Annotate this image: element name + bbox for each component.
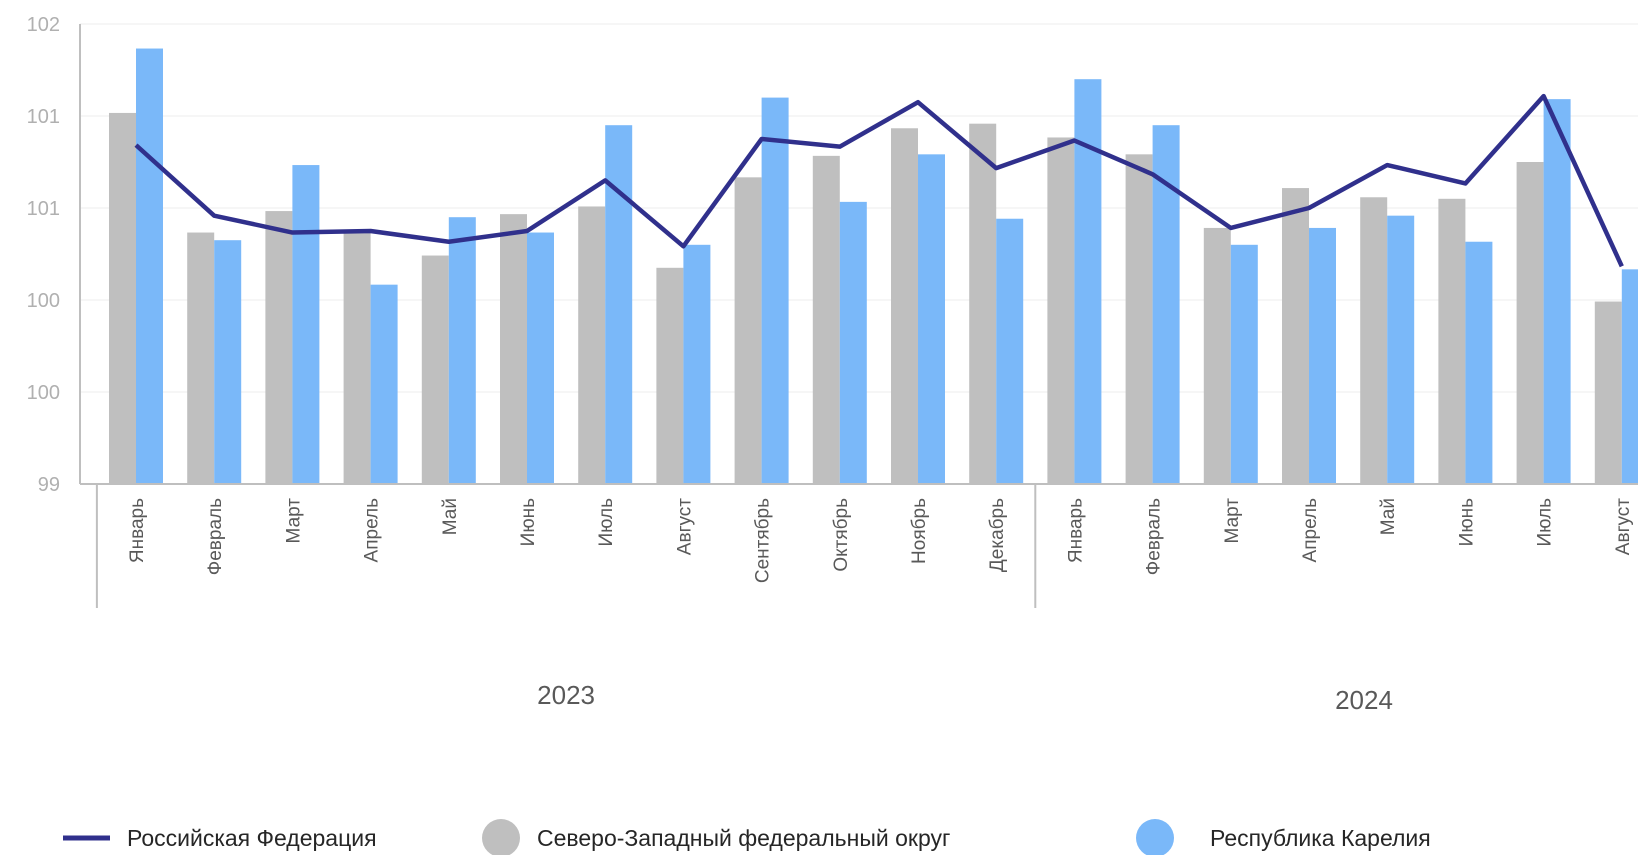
bar-nwfd — [1516, 162, 1544, 484]
legend-marker-circle — [1136, 819, 1174, 855]
bar-nwfd — [1594, 301, 1622, 484]
y-tick-label: 102 — [27, 14, 60, 36]
bar-karelia — [370, 284, 398, 484]
bar-nwfd — [1125, 154, 1153, 485]
bar-nwfd — [969, 123, 997, 485]
x-tick-label: Октябрь — [831, 498, 852, 572]
bar-nwfd — [343, 232, 371, 484]
bar-karelia — [996, 218, 1024, 484]
x-tick-label: Февраль — [205, 498, 226, 575]
y-tick-label: 101 — [27, 198, 60, 220]
x-tick-label: Август — [674, 498, 695, 555]
x-tick-label: Январь — [1065, 498, 1086, 563]
x-tick-label: Февраль — [1144, 498, 1165, 575]
x-tick-label: Апрель — [1300, 498, 1321, 563]
bar-nwfd — [109, 112, 136, 484]
bar-nwfd — [812, 155, 840, 484]
x-tick-label: Июнь — [518, 498, 539, 546]
bar-karelia — [1387, 215, 1415, 484]
bar-karelia — [683, 244, 711, 484]
bar-nwfd — [265, 211, 293, 485]
x-tick-label: Сентябрь — [753, 498, 774, 583]
bar-karelia — [1543, 99, 1571, 484]
y-tick-label: 100 — [27, 290, 60, 312]
bar-nwfd — [891, 128, 918, 484]
legend-label: Северо-Западный федеральный округ — [537, 825, 950, 851]
y-axis-ticks: 99 100 100 101 101 102 — [27, 14, 60, 496]
legend: Российская Федерация Северо-Западный феде… — [63, 819, 1431, 855]
legend-label: Российская Федерация — [127, 825, 377, 851]
bar-nwfd — [734, 177, 762, 485]
bar-nwfd — [578, 206, 606, 484]
bar-nwfd — [656, 267, 684, 484]
bar-karelia — [1465, 241, 1493, 484]
x-tick-label: Май — [440, 498, 461, 535]
x-tick-label: Август — [1613, 498, 1634, 555]
legend-label: Республика Карелия — [1210, 825, 1431, 851]
bar-karelia — [136, 48, 163, 485]
axes — [79, 24, 1638, 608]
line-russia — [134, 93, 1624, 268]
line-series — [134, 93, 1624, 268]
bar-karelia — [1230, 244, 1258, 484]
bar-nwfd — [1360, 197, 1388, 484]
y-tick-label: 99 — [38, 474, 60, 496]
bar-nwfd — [1203, 227, 1231, 484]
bar-karelia — [292, 165, 320, 485]
year-label: 2024 — [1335, 685, 1393, 715]
x-tick-label: Январь — [127, 498, 148, 563]
y-tick-label: 101 — [27, 106, 60, 128]
y-tick-label: 100 — [27, 382, 60, 404]
x-tick-label: Ноябрь — [909, 498, 930, 564]
bar-nwfd — [1438, 198, 1466, 485]
x-tick-label: Апрель — [362, 498, 383, 563]
x-axis-labels: Январь Февраль Март Апрель Май Июнь Июль Август… — [127, 498, 1634, 583]
bar-karelia — [214, 240, 242, 484]
x-tick-label: Декабрь — [987, 498, 1008, 572]
year-groups: 2023 2024 — [537, 680, 1393, 715]
bar-nwfd — [1047, 137, 1075, 484]
x-tick-label: Март — [1222, 498, 1243, 544]
bar-karelia — [1621, 269, 1638, 484]
bar-karelia — [839, 201, 867, 484]
bars — [109, 48, 1638, 485]
x-tick-label: Июль — [1535, 498, 1556, 547]
legend-marker-circle — [482, 819, 520, 855]
bar-nwfd — [421, 255, 449, 484]
x-tick-label: Март — [283, 498, 304, 544]
x-tick-label: Июнь — [1456, 498, 1477, 546]
bar-karelia — [1309, 227, 1336, 484]
bar-nwfd — [1282, 188, 1309, 485]
x-tick-label: Май — [1378, 498, 1399, 535]
bar-nwfd — [187, 232, 215, 484]
year-label: 2023 — [537, 680, 595, 710]
bar-karelia — [918, 154, 945, 485]
bar-karelia — [527, 232, 554, 484]
bar-karelia — [448, 217, 476, 484]
bar-karelia — [761, 97, 789, 484]
bar-nwfd — [500, 214, 527, 484]
bar-karelia — [605, 125, 633, 484]
x-tick-label: Июль — [596, 498, 617, 547]
